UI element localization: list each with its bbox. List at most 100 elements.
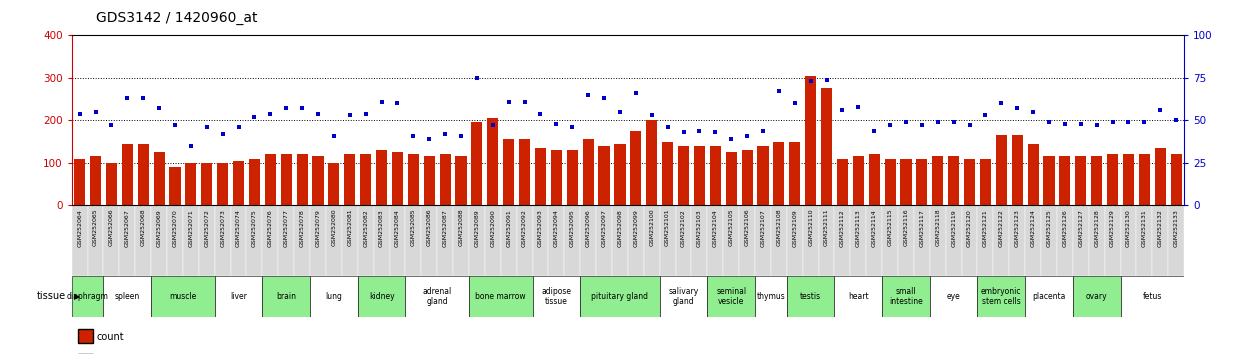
- Bar: [106, 163, 117, 205]
- Text: small
intestine: small intestine: [889, 287, 923, 306]
- Point: [880, 122, 900, 128]
- Point: [1023, 109, 1043, 115]
- Text: spleen: spleen: [115, 292, 140, 301]
- Text: GSM252072: GSM252072: [204, 209, 209, 247]
- Bar: [660, 205, 676, 276]
- Text: adipose
tissue: adipose tissue: [541, 287, 571, 306]
- Bar: [742, 150, 753, 205]
- Bar: [215, 205, 231, 276]
- Bar: [310, 205, 326, 276]
- Bar: [519, 139, 530, 205]
- Point: [1007, 105, 1027, 111]
- Point: [150, 105, 169, 111]
- Bar: [885, 159, 896, 205]
- Bar: [580, 205, 596, 276]
- Text: GSM252097: GSM252097: [602, 209, 607, 247]
- Point: [562, 124, 582, 130]
- Bar: [1011, 135, 1022, 205]
- Bar: [248, 159, 260, 205]
- Bar: [74, 159, 85, 205]
- Point: [848, 104, 868, 110]
- Point: [546, 121, 566, 127]
- Text: GSM252112: GSM252112: [840, 209, 845, 247]
- Bar: [1010, 205, 1025, 276]
- Bar: [503, 139, 514, 205]
- Bar: [676, 205, 691, 276]
- Bar: [454, 205, 468, 276]
- Text: GSM252109: GSM252109: [792, 209, 797, 247]
- Bar: [72, 276, 104, 317]
- Text: GSM252071: GSM252071: [188, 209, 193, 247]
- Bar: [438, 205, 454, 276]
- Bar: [913, 205, 929, 276]
- Text: GDS3142 / 1420960_at: GDS3142 / 1420960_at: [96, 11, 258, 25]
- Text: GSM252101: GSM252101: [665, 209, 670, 246]
- Point: [706, 130, 726, 135]
- Bar: [1073, 276, 1121, 317]
- Text: GSM252116: GSM252116: [904, 209, 908, 246]
- Bar: [376, 150, 387, 205]
- Point: [1086, 122, 1106, 128]
- Bar: [1041, 205, 1057, 276]
- Text: heart: heart: [848, 292, 869, 301]
- Bar: [691, 205, 707, 276]
- Point: [85, 109, 105, 115]
- Bar: [1043, 156, 1054, 205]
- Bar: [1152, 205, 1168, 276]
- Text: GSM252105: GSM252105: [729, 209, 734, 246]
- Bar: [357, 276, 405, 317]
- Text: GSM252113: GSM252113: [855, 209, 860, 247]
- Text: GSM252120: GSM252120: [967, 209, 971, 247]
- Bar: [405, 205, 421, 276]
- Bar: [1170, 154, 1182, 205]
- Bar: [693, 146, 705, 205]
- Bar: [151, 205, 167, 276]
- Text: testis: testis: [800, 292, 821, 301]
- Bar: [294, 205, 310, 276]
- Point: [1070, 121, 1090, 127]
- Text: GSM252098: GSM252098: [618, 209, 623, 247]
- Point: [753, 128, 772, 133]
- Point: [1151, 107, 1170, 113]
- Bar: [948, 156, 959, 205]
- Point: [864, 128, 884, 133]
- Text: GSM252130: GSM252130: [1126, 209, 1131, 247]
- Text: GSM252082: GSM252082: [363, 209, 368, 247]
- Point: [625, 90, 645, 96]
- Text: GSM252088: GSM252088: [459, 209, 464, 246]
- Bar: [805, 76, 816, 205]
- Bar: [818, 205, 834, 276]
- Bar: [614, 144, 625, 205]
- Text: GSM252065: GSM252065: [93, 209, 98, 246]
- Text: GSM252066: GSM252066: [109, 209, 114, 246]
- Bar: [122, 144, 133, 205]
- Bar: [169, 167, 180, 205]
- Bar: [900, 159, 912, 205]
- Text: GSM252092: GSM252092: [522, 209, 527, 247]
- Point: [578, 92, 598, 98]
- Text: bone marrow: bone marrow: [476, 292, 527, 301]
- Bar: [802, 205, 818, 276]
- Bar: [853, 156, 864, 205]
- Bar: [183, 205, 199, 276]
- Point: [1056, 121, 1075, 127]
- Bar: [468, 205, 485, 276]
- Text: count: count: [96, 332, 124, 342]
- Point: [133, 96, 153, 101]
- Bar: [201, 163, 213, 205]
- Text: tissue: tissue: [36, 291, 66, 302]
- Bar: [758, 146, 769, 205]
- Text: GSM252123: GSM252123: [1015, 209, 1020, 247]
- Bar: [1138, 154, 1149, 205]
- Bar: [104, 205, 120, 276]
- Text: GSM252070: GSM252070: [173, 209, 178, 247]
- Point: [229, 124, 248, 130]
- Point: [722, 136, 742, 142]
- Point: [514, 99, 534, 104]
- Bar: [787, 276, 834, 317]
- Text: GSM252085: GSM252085: [410, 209, 415, 246]
- Text: GSM252095: GSM252095: [570, 209, 575, 247]
- Bar: [1136, 205, 1152, 276]
- Bar: [265, 154, 276, 205]
- Bar: [1025, 276, 1073, 317]
